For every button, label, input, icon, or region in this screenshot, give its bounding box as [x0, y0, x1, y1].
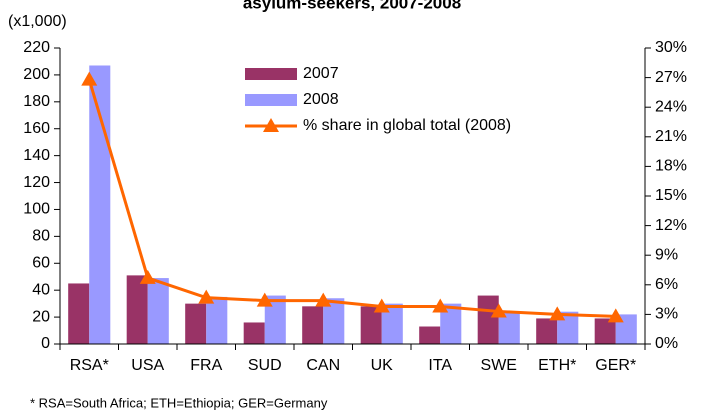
legend-label: 2008 — [303, 91, 339, 108]
bar — [243, 322, 265, 344]
marker — [607, 308, 624, 323]
marker — [373, 298, 390, 313]
x-tick-label: SWE — [481, 357, 517, 374]
marker — [549, 306, 566, 321]
y-tick-label: 100 — [23, 201, 50, 218]
x-tick-label: CAN — [306, 357, 340, 374]
y-tick-label: 20 — [32, 308, 50, 325]
marker — [315, 292, 332, 307]
bar — [594, 318, 616, 344]
bar — [185, 303, 207, 344]
chart-title: asylum-seekers, 2007-2008 — [243, 0, 461, 12]
y-tick-label: 180 — [23, 93, 50, 110]
y2-tick-label: 21% — [655, 128, 687, 145]
bar — [360, 306, 382, 344]
y-tick-label: 60 — [32, 254, 50, 271]
y2-tick-label: 3% — [655, 306, 678, 323]
legend-label: % share in global total (2008) — [303, 117, 511, 134]
y-tick-label: 140 — [23, 147, 50, 164]
bar — [264, 295, 286, 344]
bar — [440, 303, 462, 344]
marker — [198, 289, 215, 304]
y-tick-label: 40 — [32, 281, 50, 298]
footnote: * RSA=South Africa; ETH=Ethiopia; GER=Ge… — [30, 395, 328, 410]
x-tick-label: ITA — [428, 357, 452, 374]
marker — [81, 71, 98, 86]
legend-swatch — [245, 68, 297, 80]
y-tick-label: 120 — [23, 174, 50, 191]
x-tick-label: ETH* — [538, 357, 576, 374]
y2-tick-label: 18% — [655, 158, 687, 175]
line — [87, 79, 616, 318]
y2-tick-label: 9% — [655, 246, 678, 263]
x-tick-label: UK — [371, 357, 394, 374]
bar — [419, 326, 441, 344]
y2-tick-label: 24% — [655, 98, 687, 115]
x-tick-label: SUD — [248, 357, 282, 374]
x-tick-label: FRA — [190, 357, 222, 374]
marker — [256, 292, 273, 307]
y2-tick-label: 12% — [655, 217, 687, 234]
y2-tick-label: 15% — [655, 187, 687, 204]
bar — [89, 65, 111, 344]
y-tick-label: 80 — [32, 228, 50, 245]
y-tick-label: 220 — [23, 39, 50, 56]
x-tick-label: GER* — [595, 357, 636, 374]
marker — [432, 298, 449, 313]
bar — [126, 275, 148, 344]
bar — [302, 306, 324, 344]
y2-tick-label: 27% — [655, 69, 687, 86]
bar — [381, 303, 403, 344]
y-tick-label: 160 — [23, 120, 50, 137]
legend-label: 2007 — [303, 65, 339, 82]
bar — [477, 295, 499, 344]
y2-tick-label: 30% — [655, 39, 687, 56]
y-tick-label: 0 — [41, 335, 50, 352]
bar — [147, 278, 169, 344]
y2-tick-label: 0% — [655, 335, 678, 352]
bar — [323, 298, 345, 344]
bar — [536, 318, 558, 344]
y-tick-label: 200 — [23, 66, 50, 83]
y2-tick-label: 6% — [655, 276, 678, 293]
bar — [68, 283, 90, 344]
bar — [498, 311, 520, 344]
y-axis-label: (x1,000) — [8, 13, 67, 30]
bar — [206, 296, 228, 344]
marker — [490, 303, 507, 318]
legend-marker — [263, 118, 279, 132]
x-tick-label: USA — [131, 357, 164, 374]
legend-swatch — [245, 94, 297, 106]
marker — [139, 269, 156, 284]
x-tick-label: RSA* — [70, 357, 109, 374]
